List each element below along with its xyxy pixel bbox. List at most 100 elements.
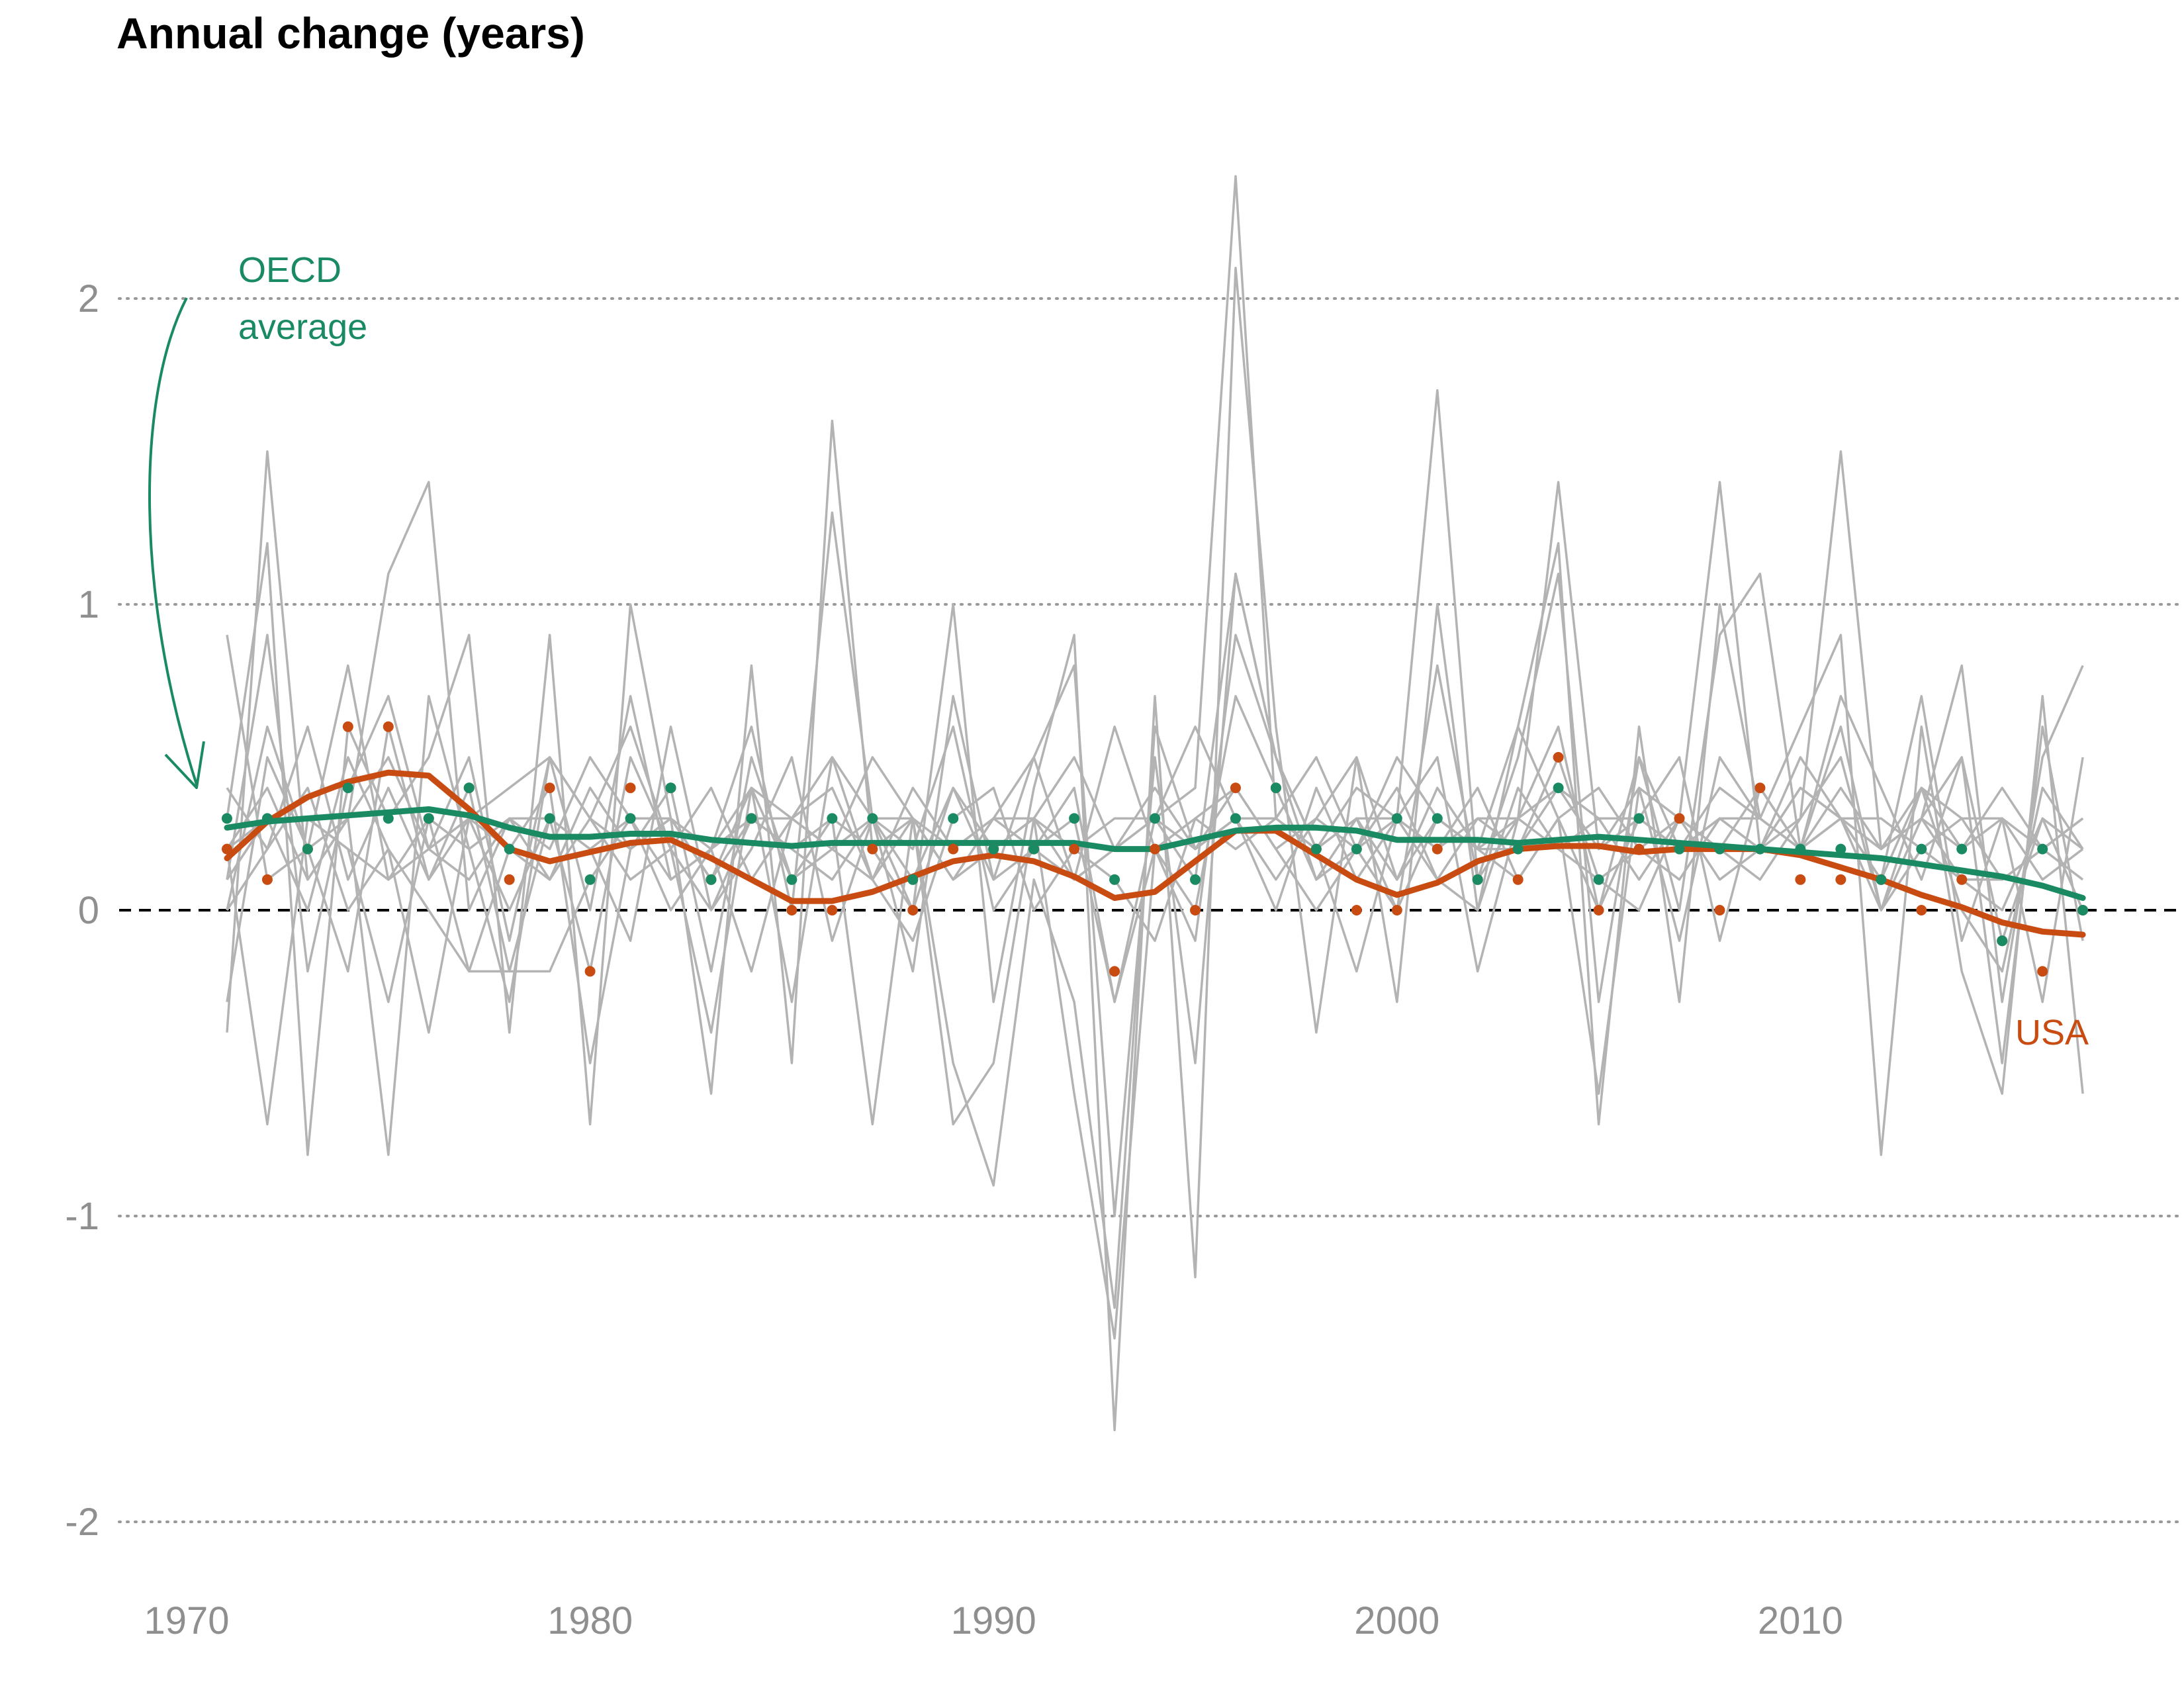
usa-point xyxy=(786,905,797,915)
usa-point xyxy=(1553,752,1564,763)
oecd-point xyxy=(1310,843,1322,855)
usa-point xyxy=(2037,966,2048,977)
oecd-arrow-head xyxy=(164,741,205,789)
oecd-point xyxy=(302,843,313,855)
y-tick-label: 2 xyxy=(78,277,99,320)
usa-point xyxy=(1754,782,1766,794)
usa-point xyxy=(948,843,959,855)
oecd-point xyxy=(383,813,394,824)
usa-point xyxy=(1109,966,1120,977)
oecd-point xyxy=(1674,843,1685,855)
oecd-point xyxy=(746,813,757,824)
oecd-point xyxy=(1633,813,1645,824)
oecd-point xyxy=(504,843,515,855)
oecd-point xyxy=(1714,843,1725,855)
usa-point xyxy=(1432,843,1443,855)
usa-point xyxy=(827,905,838,915)
oecd-point xyxy=(1109,874,1120,885)
oecd-point xyxy=(342,782,353,794)
usa-point xyxy=(504,874,515,885)
oecd-point xyxy=(1069,813,1080,824)
usa-point xyxy=(1593,905,1604,915)
oecd-point xyxy=(867,813,878,824)
oecd-point xyxy=(705,874,717,885)
usa-point xyxy=(221,843,232,855)
oecd-point xyxy=(2077,905,2089,915)
oecd-point xyxy=(1553,782,1564,794)
oecd-point xyxy=(1956,843,1968,855)
country-series-line xyxy=(226,756,2084,881)
country-series-line xyxy=(226,756,2084,973)
usa-point xyxy=(867,843,878,855)
oecd-point xyxy=(1230,813,1241,824)
usa-point xyxy=(1351,905,1362,915)
y-tick-label: 0 xyxy=(78,889,99,932)
usa-point xyxy=(625,782,636,794)
oecd-point xyxy=(1876,874,1887,885)
usa-point xyxy=(1150,843,1161,855)
oecd-point xyxy=(1351,843,1362,855)
oecd-point xyxy=(1432,813,1443,824)
oecd-point xyxy=(988,843,999,855)
oecd-point xyxy=(1028,843,1040,855)
annotations: OECD average USA xyxy=(148,250,2089,1053)
usa-point xyxy=(1190,905,1201,915)
usa-point xyxy=(1633,843,1645,855)
usa-point xyxy=(584,966,596,977)
oecd-point xyxy=(1593,874,1604,885)
oecd-point xyxy=(1150,813,1161,824)
oecd-point xyxy=(827,813,838,824)
oecd-point xyxy=(1512,843,1524,855)
oecd-point xyxy=(1190,874,1201,885)
country-lines xyxy=(226,175,2084,1432)
oecd-arrow xyxy=(148,297,198,785)
usa-point xyxy=(1069,843,1080,855)
oecd-point xyxy=(1472,874,1483,885)
y-tick-label: -1 xyxy=(65,1195,99,1238)
usa-point xyxy=(1956,874,1968,885)
usa-point xyxy=(1795,874,1806,885)
usa-point xyxy=(1714,905,1725,915)
usa-label: USA xyxy=(2015,1013,2089,1053)
oecd-point xyxy=(948,813,959,824)
oecd-point xyxy=(463,782,475,794)
oecd-point xyxy=(261,813,273,824)
y-tick-label: -2 xyxy=(65,1501,99,1544)
y-axis-ticks: 2 1 0 -1 -2 xyxy=(65,277,99,1544)
x-axis-ticks: 1970 1980 1990 2000 2010 xyxy=(144,1599,1843,1642)
oecd-point xyxy=(907,874,919,885)
usa-point xyxy=(342,721,353,732)
oecd-point xyxy=(584,874,596,885)
usa-point xyxy=(1391,905,1402,915)
oecd-point xyxy=(1916,843,1927,855)
x-tick-label: 2010 xyxy=(1758,1599,1843,1642)
oecd-point xyxy=(1835,843,1846,855)
oecd-point xyxy=(625,813,636,824)
oecd-point xyxy=(1795,843,1806,855)
y-tick-label: 1 xyxy=(78,583,99,626)
usa-point xyxy=(1230,782,1241,794)
usa-point xyxy=(1835,874,1846,885)
usa-point xyxy=(261,874,273,885)
oecd-point xyxy=(423,813,434,824)
oecd-point xyxy=(1391,813,1402,824)
grid-lines xyxy=(118,297,2182,1523)
country-series-line xyxy=(226,694,2084,1309)
oecd-label-line1: OECD xyxy=(238,250,341,290)
usa-point xyxy=(1512,874,1524,885)
oecd-point xyxy=(1754,843,1766,855)
usa-point xyxy=(907,905,919,915)
country-series-line xyxy=(226,267,2084,1432)
oecd-point xyxy=(1997,935,2008,947)
oecd-point xyxy=(2037,843,2048,855)
chart-title: Annual change (years) xyxy=(116,9,585,58)
data-points xyxy=(221,721,2089,977)
x-tick-label: 1990 xyxy=(951,1599,1036,1642)
usa-point xyxy=(1674,813,1685,824)
oecd-point xyxy=(544,813,555,824)
oecd-point xyxy=(786,874,797,885)
oecd-point xyxy=(665,782,676,794)
x-tick-label: 2000 xyxy=(1354,1599,1439,1642)
oecd-point xyxy=(1270,782,1281,794)
